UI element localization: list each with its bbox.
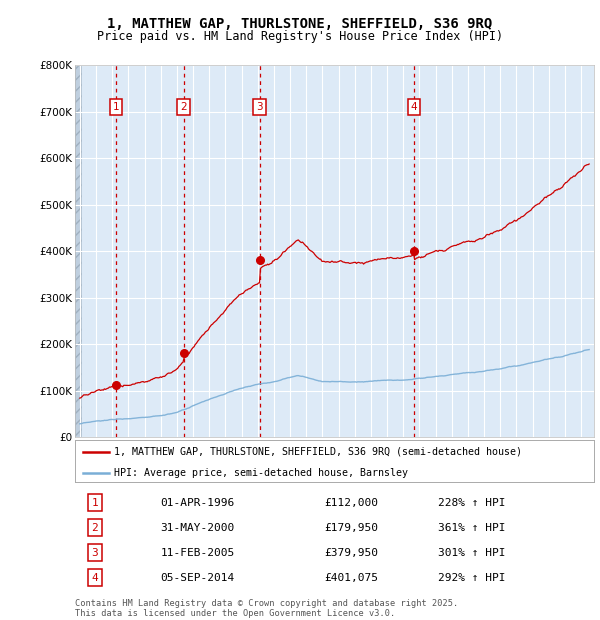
Text: 31-MAY-2000: 31-MAY-2000 — [161, 523, 235, 533]
Text: 3: 3 — [91, 547, 98, 558]
Text: 361% ↑ HPI: 361% ↑ HPI — [438, 523, 506, 533]
Text: 292% ↑ HPI: 292% ↑ HPI — [438, 573, 506, 583]
Text: 11-FEB-2005: 11-FEB-2005 — [161, 547, 235, 558]
Text: Contains HM Land Registry data © Crown copyright and database right 2025.
This d: Contains HM Land Registry data © Crown c… — [75, 599, 458, 618]
Text: HPI: Average price, semi-detached house, Barnsley: HPI: Average price, semi-detached house,… — [114, 468, 408, 478]
Text: 2: 2 — [181, 102, 187, 112]
Text: £379,950: £379,950 — [324, 547, 378, 558]
Text: 1: 1 — [91, 498, 98, 508]
Text: 4: 4 — [91, 573, 98, 583]
Text: 301% ↑ HPI: 301% ↑ HPI — [438, 547, 506, 558]
Text: 01-APR-1996: 01-APR-1996 — [161, 498, 235, 508]
Text: 05-SEP-2014: 05-SEP-2014 — [161, 573, 235, 583]
Bar — [75, 65, 81, 437]
Text: 228% ↑ HPI: 228% ↑ HPI — [438, 498, 506, 508]
Text: 1, MATTHEW GAP, THURLSTONE, SHEFFIELD, S36 9RQ: 1, MATTHEW GAP, THURLSTONE, SHEFFIELD, S… — [107, 17, 493, 32]
Text: 4: 4 — [411, 102, 418, 112]
Text: £401,075: £401,075 — [324, 573, 378, 583]
Text: Price paid vs. HM Land Registry's House Price Index (HPI): Price paid vs. HM Land Registry's House … — [97, 30, 503, 43]
Text: 1, MATTHEW GAP, THURLSTONE, SHEFFIELD, S36 9RQ (semi-detached house): 1, MATTHEW GAP, THURLSTONE, SHEFFIELD, S… — [114, 446, 522, 456]
Text: 3: 3 — [256, 102, 263, 112]
Text: £179,950: £179,950 — [324, 523, 378, 533]
Text: £112,000: £112,000 — [324, 498, 378, 508]
Text: 2: 2 — [91, 523, 98, 533]
Text: 1: 1 — [113, 102, 119, 112]
